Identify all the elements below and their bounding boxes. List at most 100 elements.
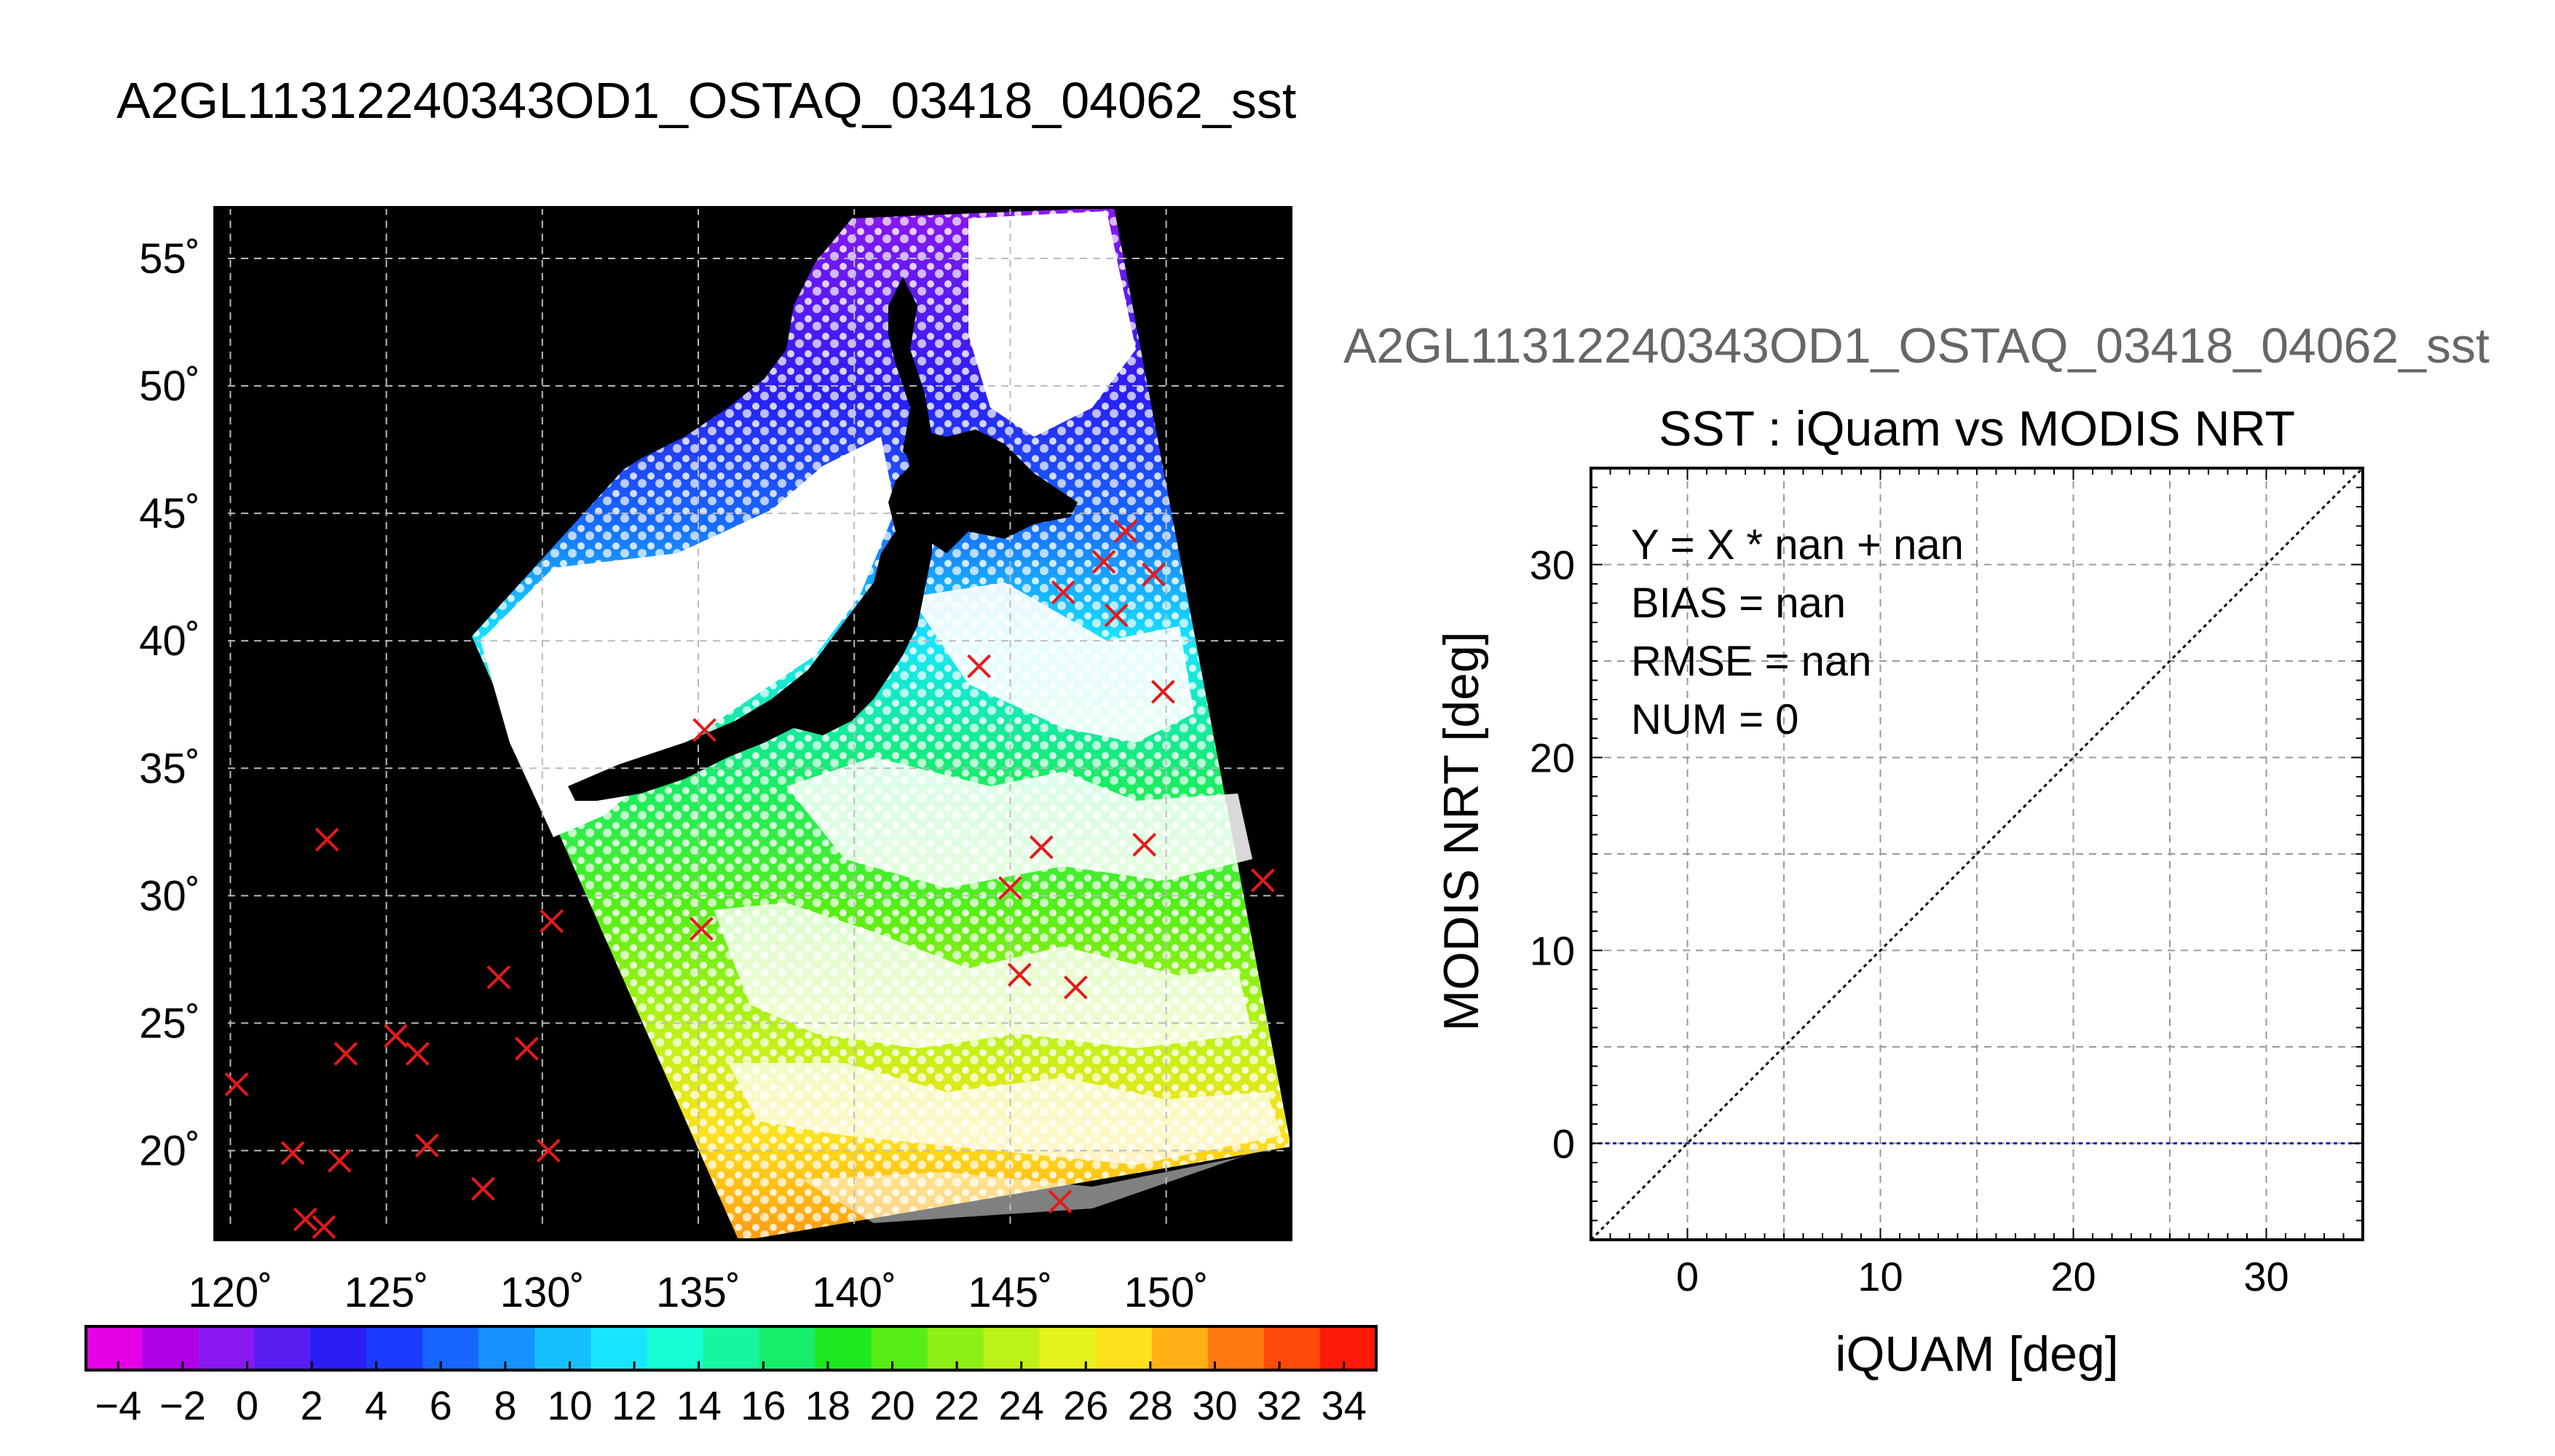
iquam-point-marker xyxy=(312,1215,336,1239)
land-asia xyxy=(215,207,852,636)
iquam-point-marker xyxy=(1051,580,1075,605)
land-sakhalin xyxy=(888,277,932,466)
colorbar-tick-label: 18 xyxy=(805,1382,850,1428)
colorbar-tick-label: 0 xyxy=(236,1382,258,1428)
map-ytick-label: 25˚ xyxy=(139,1000,200,1047)
colorbar-tick-label: 30 xyxy=(1192,1382,1237,1428)
iquam-point-marker xyxy=(486,965,511,989)
iquam-point-marker xyxy=(384,1024,408,1048)
stats-line: BIAS = nan xyxy=(1631,579,1846,627)
iquam-point-marker xyxy=(1048,1190,1073,1214)
scatter-panel: 0 10 20 30 0 10 20 30 Y = X * nan + nan BIAS = na… xyxy=(1530,467,2364,1299)
colorbar-segment xyxy=(1095,1326,1153,1370)
iquam-point-marker xyxy=(692,718,717,743)
colorbar-segment xyxy=(815,1326,872,1370)
map-ytick-label: 45˚ xyxy=(139,490,200,537)
colorbar-tick-label: 8 xyxy=(494,1382,516,1428)
colorbar-segment xyxy=(759,1326,816,1370)
iquam-point-marker xyxy=(1007,962,1032,987)
map-xtick-label: 135˚ xyxy=(656,1269,741,1316)
colorbar-tick-label: 6 xyxy=(430,1382,452,1428)
scatter-ytick-label: 10 xyxy=(1530,928,1575,974)
map-xtick-label: 120˚ xyxy=(188,1269,272,1316)
scatter-title: SST : iQuam vs MODIS NRT xyxy=(1659,401,2295,456)
scatter-xlabel: iQUAM [deg] xyxy=(1835,1326,2118,1382)
stats-line: Y = X * nan + nan xyxy=(1631,521,1964,569)
land-masses xyxy=(215,207,1078,801)
colorbar-tick-label: 26 xyxy=(1063,1382,1108,1428)
scatter-suptitle: A2GL11312240343OD1_OSTAQ_03418_04062_sst xyxy=(1343,318,2489,373)
colorbar-segment xyxy=(983,1326,1040,1370)
iquam-point-marker xyxy=(1251,868,1275,893)
iquam-point-marker xyxy=(406,1041,430,1066)
colorbar-segment xyxy=(1263,1326,1321,1370)
map-xtick-label: 130˚ xyxy=(500,1269,585,1316)
scatter-xtick-label: 0 xyxy=(1676,1254,1699,1299)
scatter-ytick-label: 0 xyxy=(1552,1121,1575,1167)
colorbar-tick-label: 20 xyxy=(869,1382,915,1428)
colorbar-segment xyxy=(142,1326,199,1370)
colorbar-segment xyxy=(1319,1326,1377,1370)
colorbar-tick-label: 24 xyxy=(999,1382,1044,1428)
scatter-xtick-label: 10 xyxy=(1857,1254,1903,1299)
scatter-xtick-label: 20 xyxy=(2050,1254,2096,1299)
scatter-ylabel: MODIS NRT [deg] xyxy=(1434,631,1489,1031)
scatter-ytick-label: 20 xyxy=(1530,735,1575,781)
cloud-masses xyxy=(481,211,1282,1223)
iquam-point-marker xyxy=(224,1072,249,1096)
stats-line: NUM = 0 xyxy=(1631,696,1798,743)
colorbar-tick-label: −2 xyxy=(159,1382,206,1428)
iquam-point-marker xyxy=(1104,603,1129,628)
colorbar-tick-label: 14 xyxy=(676,1382,722,1428)
map-xtick-label: 140˚ xyxy=(812,1269,896,1316)
map-ytick-label: 20˚ xyxy=(139,1127,200,1174)
iquam-point-marker xyxy=(1029,835,1054,860)
iquam-point-marker xyxy=(1150,679,1175,704)
colorbar-segment xyxy=(1151,1326,1209,1370)
land-honshu xyxy=(568,473,932,801)
iquam-point-marker xyxy=(998,876,1022,901)
colorbar-tick-label: 22 xyxy=(934,1382,979,1428)
iquam-point-marker xyxy=(280,1141,305,1166)
colorbar-segment xyxy=(198,1326,255,1370)
iquam-point-marker xyxy=(536,1139,561,1163)
scatter-xtick-label: 30 xyxy=(2243,1254,2289,1299)
iquam-point-marker xyxy=(1091,550,1116,574)
map-xtick-label: 125˚ xyxy=(344,1269,429,1316)
colorbar-segment xyxy=(1039,1326,1097,1370)
colorbar-segment xyxy=(310,1326,368,1370)
colorbar-tick-label: 10 xyxy=(547,1382,592,1428)
colorbar-tick-label: 28 xyxy=(1128,1382,1173,1428)
colorbar-frame xyxy=(84,1325,1378,1372)
colorbar-segment xyxy=(366,1326,424,1370)
iquam-point-marker xyxy=(315,827,339,852)
map-title: A2GL11312240343OD1_OSTAQ_03418_04062_sst xyxy=(117,72,1297,129)
colorbar-tick-label: 2 xyxy=(301,1382,323,1428)
colorbar: −4 −2 0 2 4 6 8 10 12 14 16 18 20 22 24 26 28 30 32 34 xyxy=(84,1325,1378,1428)
map-ytick-label: 30˚ xyxy=(139,872,200,919)
land-hokkaido xyxy=(888,430,1078,553)
colorbar-segment xyxy=(871,1326,928,1370)
iquam-point-marker xyxy=(514,1036,539,1061)
map-ytick-label: 35˚ xyxy=(139,745,200,792)
colorbar-tick-label: 16 xyxy=(741,1382,786,1428)
colorbar-segment xyxy=(254,1326,311,1370)
iquam-point-marker xyxy=(967,654,992,678)
colorbar-tick-label: 4 xyxy=(365,1382,387,1428)
map-ytick-label: 55˚ xyxy=(139,235,200,282)
map-xtick-label: 145˚ xyxy=(968,1269,1052,1316)
map-panel: 120˚ 125˚ 130˚ 135˚ 140˚ 145˚ 150˚ 20˚ 25˚ 30˚ 35˚… xyxy=(139,206,1292,1316)
colorbar-tick-label: 12 xyxy=(612,1382,657,1428)
colorbar-segment xyxy=(534,1326,592,1370)
colorbar-segment xyxy=(927,1326,984,1370)
map-points xyxy=(224,519,1275,1239)
colorbar-segment xyxy=(422,1326,480,1370)
map-ticks: 120˚ 125˚ 130˚ 135˚ 140˚ 145˚ 150˚ 20˚ 25˚ 30˚ 35˚… xyxy=(139,235,1209,1316)
iquam-point-marker xyxy=(333,1041,358,1066)
colorbar-segment xyxy=(1207,1326,1265,1370)
scatter-ytick-label: 30 xyxy=(1530,542,1575,588)
iquam-point-marker xyxy=(1142,562,1166,587)
iquam-point-marker xyxy=(1063,975,1088,1000)
map-grid xyxy=(215,207,1291,1240)
iquam-point-marker xyxy=(327,1149,352,1173)
